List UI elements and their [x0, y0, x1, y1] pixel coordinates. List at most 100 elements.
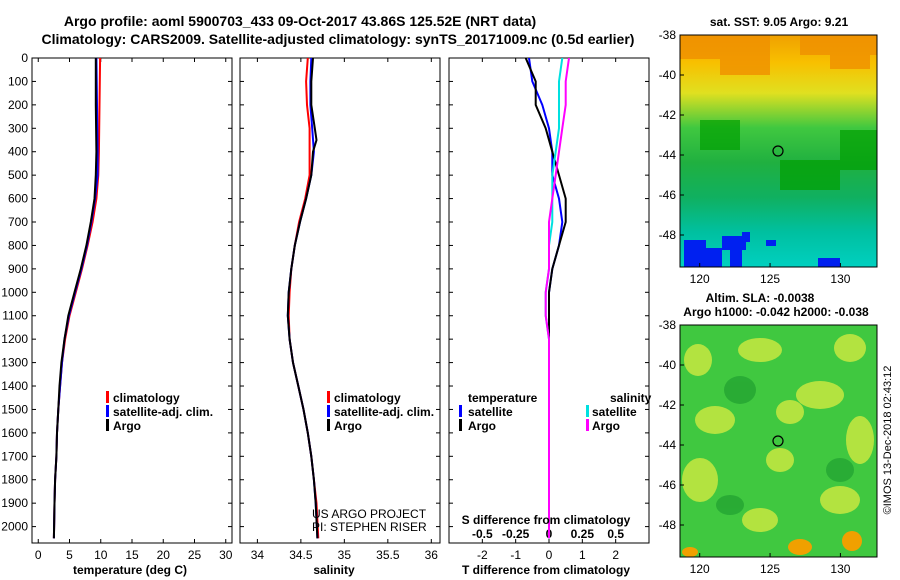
lat-tick-label: -40: [659, 358, 677, 372]
sla-map-title2: Argo h1000: -0.042 h2000: -0.038: [683, 305, 869, 319]
figure-title-line2: Climatology: CARS2009. Satellite-adjuste…: [42, 31, 635, 47]
depth-tick-label: 1000: [1, 285, 28, 299]
depth-tick-label: 1600: [1, 426, 28, 440]
series-line-argo: [52, 58, 98, 539]
sst-lon-ticks: 120 125 130: [690, 263, 851, 286]
x-tick-label: 35.5: [376, 548, 400, 562]
sst-map: [679, 34, 878, 268]
x-tick-label: -1: [510, 548, 521, 562]
depth-tick-label: 1900: [1, 496, 28, 510]
depth-tick-label: 2000: [1, 520, 28, 534]
x-tick-label: 2: [612, 548, 619, 562]
depth-tick-labels: 0 100 200 300 400 500 600 700 800 900 1000 1100 1200…: [1, 51, 28, 534]
difference-series: [524, 58, 570, 539]
depth-tick-label: 1300: [1, 356, 28, 370]
sst-profile-marker: [772, 145, 784, 157]
sla-dark-blobs: [716, 376, 854, 515]
salinity-series: [286, 58, 320, 539]
legend-satellite-label: satellite-adj. clim.: [113, 405, 213, 419]
credit-pi: PI: STEPHEN RISER: [312, 520, 427, 534]
x-tick-label: 15: [125, 548, 139, 562]
sst-lat-ticks: -38 -40 -42 -44 -46 -48: [659, 28, 684, 242]
depth-tick-label: 700: [8, 215, 28, 229]
salinity-panel-frame: [239, 57, 441, 544]
temperature-legend: climatology satellite-adj. clim. Argo: [106, 391, 213, 433]
depth-tick-label: 800: [8, 238, 28, 252]
lat-tick-label: -46: [659, 188, 677, 202]
s-difference-axis-label: S difference from climatology: [462, 513, 631, 527]
s-diff-tick-label: -0.25: [502, 527, 530, 541]
temperature-series: [52, 58, 102, 539]
difference-ticks: -2 -1 0 1 2-0.5 -0.25 0 0.25 0.5: [449, 57, 649, 562]
legend-argo-label: Argo: [334, 419, 362, 433]
x-tick-label: 35: [338, 548, 352, 562]
depth-tick-label: 1700: [1, 449, 28, 463]
depth-tick-label: 500: [8, 168, 28, 182]
legend-temperature-heading: temperature: [468, 391, 538, 405]
depth-tick-label: 0: [21, 51, 28, 65]
lat-tick-label: -48: [659, 518, 677, 532]
legend-sal-argo-label: Argo: [592, 419, 620, 433]
s-diff-tick-label: -0.5: [472, 527, 493, 541]
x-tick-label: 0: [546, 548, 553, 562]
series-line-climatology: [52, 58, 102, 539]
legend-temp-argo-swatch: [459, 419, 462, 431]
depth-tick-label: 300: [8, 121, 28, 135]
x-tick-label: 10: [94, 548, 108, 562]
sla-map-frame: [679, 324, 878, 558]
lon-tick-label: 125: [760, 562, 780, 576]
legend-temp-satellite-label: satellite: [468, 405, 513, 419]
t-difference-axis-label: T difference from climatology: [462, 563, 630, 577]
depth-tick-label: 1400: [1, 379, 28, 393]
salinity-axis-label: salinity: [313, 563, 355, 577]
x-tick-label: 0: [35, 548, 42, 562]
x-tick-label: 20: [157, 548, 171, 562]
legend-climatology-label: climatology: [334, 391, 401, 405]
depth-tick-label: 1200: [1, 332, 28, 346]
credit-project: US ARGO PROJECT: [312, 507, 427, 521]
depth-tick-label: 1800: [1, 473, 28, 487]
legend-satellite-label: satellite-adj. clim.: [334, 405, 434, 419]
x-tick-label: 34: [251, 548, 265, 562]
lat-tick-label: -44: [659, 438, 677, 452]
depth-tick-label: 100: [8, 74, 28, 88]
legend-argo-swatch: [106, 419, 109, 431]
lon-tick-label: 120: [690, 562, 710, 576]
legend-climatology-label: climatology: [113, 391, 180, 405]
imos-watermark: ©IMOS 13-Dec-2018 02:43:12: [882, 366, 894, 515]
sla-map-title1: Altim. SLA: -0.0038: [706, 291, 815, 305]
legend-temp-argo-label: Argo: [468, 419, 496, 433]
sst-cool-patches: [700, 120, 877, 190]
temperature-ticks: 0 5 10 15 20 25 30: [32, 57, 233, 562]
sst-warm-patches: [680, 35, 877, 75]
sst-map-title: sat. SST: 9.05 Argo: 9.21: [710, 15, 849, 29]
legend-salinity-heading: salinity: [610, 391, 652, 405]
depth-tick-label: 1500: [1, 402, 28, 416]
legend-argo-label: Argo: [113, 419, 141, 433]
salinity-legend: climatology satellite-adj. clim. Argo: [327, 391, 434, 433]
sla-lat-ticks: -38 -40 -42 -44 -46 -48: [659, 318, 684, 532]
depth-tick-label: 200: [8, 98, 28, 112]
series-line-salinity-argo: [544, 58, 570, 539]
lon-tick-label: 120: [690, 272, 710, 286]
sla-map-field: [680, 325, 877, 557]
sla-map: [679, 324, 878, 558]
sst-blue-patches: [684, 232, 840, 267]
s-diff-tick-label: 0.5: [607, 527, 624, 541]
legend-argo-swatch: [327, 419, 330, 431]
lat-tick-label: -38: [659, 28, 677, 42]
s-diff-tick-label: 0.25: [571, 527, 595, 541]
depth-tick-label: 400: [8, 145, 28, 159]
depth-tick-label: 1100: [2, 309, 28, 323]
x-tick-label: 1: [579, 548, 586, 562]
lon-tick-label: 130: [830, 272, 850, 286]
salinity-ticks: 34 34.5 35 35.5 36: [240, 57, 440, 562]
lat-tick-label: -40: [659, 68, 677, 82]
x-tick-label: 34.5: [289, 548, 313, 562]
x-tick-label: 5: [66, 548, 73, 562]
lat-tick-label: -42: [659, 108, 677, 122]
legend-climatology-swatch: [106, 391, 109, 403]
x-tick-label: -2: [477, 548, 488, 562]
x-tick-label: 36: [425, 548, 439, 562]
